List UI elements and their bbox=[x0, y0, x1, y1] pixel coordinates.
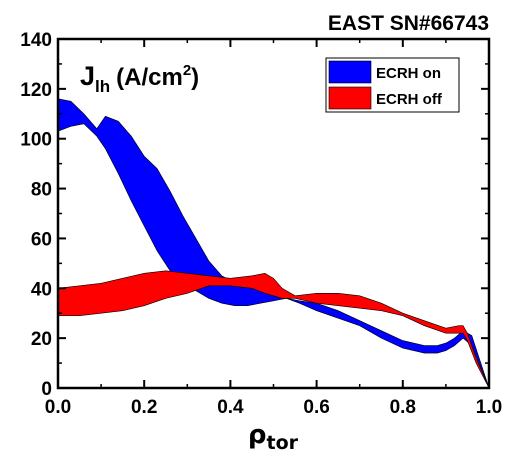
band-ecrh-off bbox=[57, 270, 490, 389]
y-tick-label: 120 bbox=[20, 80, 52, 101]
annotation-unit-sup: 2 bbox=[183, 62, 191, 79]
x-axis-label: ρtor bbox=[248, 420, 299, 454]
band-ecrh-on bbox=[57, 98, 490, 389]
legend: ECRH on ECRH off bbox=[325, 57, 460, 113]
x-tick-label: 0.0 bbox=[45, 397, 71, 418]
y-tick-label: 140 bbox=[20, 30, 52, 51]
y-tick-label: 100 bbox=[20, 130, 52, 151]
y-tick-label: 0 bbox=[41, 379, 52, 400]
annotation-unit-pre: (A/cm bbox=[116, 64, 183, 91]
annotation-base: J bbox=[80, 61, 95, 91]
y-tick-label: 40 bbox=[31, 279, 52, 300]
x-tick-label: 1.0 bbox=[476, 397, 502, 418]
y-tick-label: 80 bbox=[31, 180, 52, 201]
annotation-unit-post: ) bbox=[191, 64, 199, 91]
y-tick-label: 60 bbox=[31, 229, 52, 250]
quantity-annotation: Jlh (A/cm2) bbox=[80, 61, 199, 96]
legend-label: ECRH off bbox=[376, 91, 443, 108]
x-tick-label: 0.4 bbox=[217, 397, 244, 418]
chart-bands bbox=[57, 98, 490, 389]
annotation-sub: lh bbox=[95, 77, 110, 96]
legend-swatch bbox=[328, 86, 372, 110]
y-tick-label: 20 bbox=[31, 329, 52, 350]
axis-ticks bbox=[57, 38, 490, 389]
legend-label: ECRH on bbox=[376, 65, 441, 82]
x-tick-label: 0.6 bbox=[303, 397, 329, 418]
x-axis-label-base: ρ bbox=[248, 420, 267, 450]
x-tick-label: 0.2 bbox=[131, 397, 157, 418]
axis-tick-labels: 0.0 0.2 0.4 0.6 0.8 1.0 0 20 40 60 80 100 120 140 bbox=[20, 30, 502, 418]
legend-swatch bbox=[328, 60, 372, 84]
x-tick-label: 0.8 bbox=[390, 397, 416, 418]
x-axis-label-sub: tor bbox=[267, 432, 299, 454]
chart-title: EAST SN#66743 bbox=[328, 12, 489, 35]
